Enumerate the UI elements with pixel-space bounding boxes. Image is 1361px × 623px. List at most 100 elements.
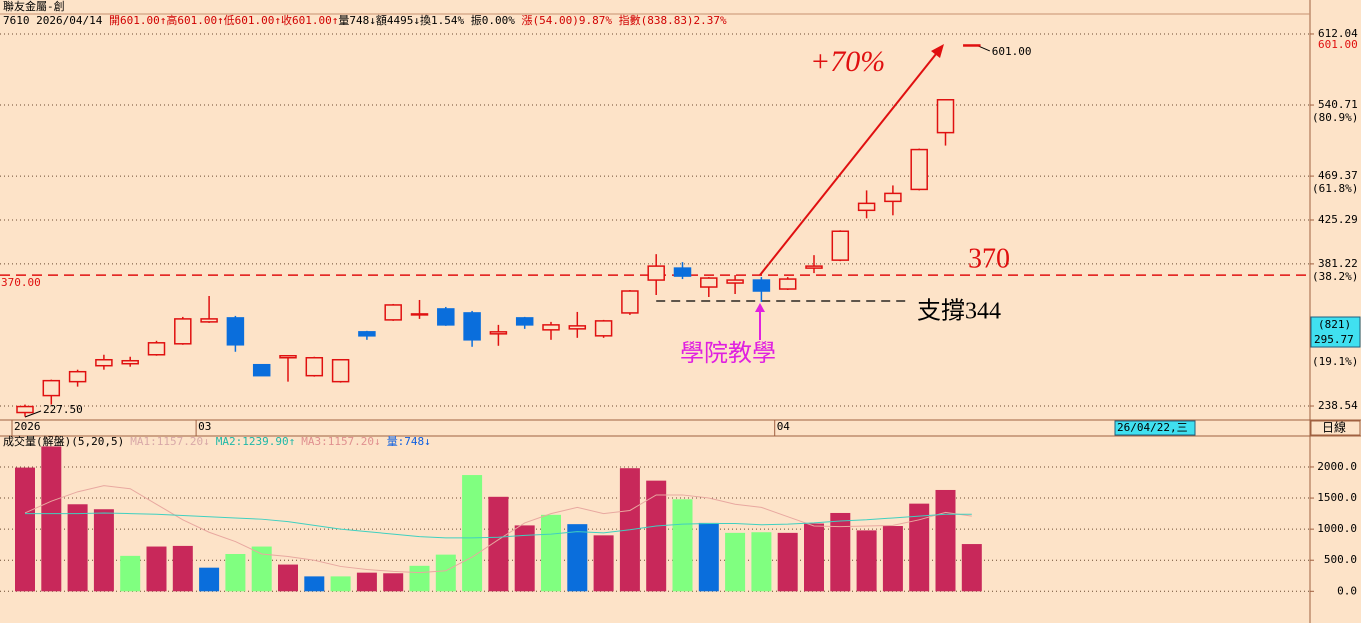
reference-text: 370 (968, 243, 1010, 274)
quote-segment: 漲(54.00)9.87% 指數(838.83)2.37% (521, 13, 727, 27)
candle-body (594, 320, 613, 337)
candle-body (936, 99, 955, 134)
ma-line (25, 512, 972, 539)
ma-line (24, 485, 972, 574)
volume-bar (67, 504, 88, 592)
candle-body (778, 278, 797, 290)
quote-segment: 7610 2026/04/14 (3, 14, 109, 27)
volume-bar (514, 525, 535, 592)
volume-bar (882, 526, 903, 592)
date-cursor: 26/04/22,三 (1117, 421, 1188, 434)
cursor-box (1310, 316, 1361, 348)
fib-label: (38.2%) (1312, 270, 1358, 283)
lesson-text: 學院教學 (680, 339, 776, 367)
candle-body (42, 379, 61, 397)
support-text: 支撐344 (917, 297, 1001, 324)
volume-bar (462, 475, 483, 592)
candle-body (226, 317, 245, 346)
volume-bar (304, 576, 325, 592)
candle-body (752, 279, 771, 292)
volume-bar (804, 523, 824, 592)
volume-bar (409, 565, 430, 592)
cursor-count: (821) (1318, 318, 1351, 331)
arrow-head (931, 44, 944, 58)
fib-label: (19.1%) (1312, 355, 1358, 368)
candle-body (542, 324, 560, 331)
candle-body (805, 265, 823, 269)
candle-body (673, 267, 692, 277)
volume-bar (278, 564, 298, 592)
period-box (1310, 420, 1361, 436)
y-tick-label: 540.71 (1318, 98, 1358, 111)
y-tick-label: 2000.0 (1317, 460, 1357, 473)
y-tick-label: 238.54 (1318, 399, 1358, 412)
volume-bar (672, 499, 693, 592)
candle-body (463, 312, 481, 341)
candle-body (331, 358, 350, 383)
candle-body (489, 331, 508, 335)
volume-bar (593, 535, 614, 592)
candle-body (358, 331, 376, 337)
period: 日線 (1322, 420, 1346, 435)
volume-bar (935, 489, 956, 592)
quote-segment: 量748↓額4495↓換1.54% 振0.00% (338, 13, 521, 27)
arrow-head (755, 303, 765, 312)
reference-label: 370.00 (1, 276, 41, 289)
volume-bar (356, 572, 377, 592)
last-price-label: 601.00 (992, 45, 1032, 58)
legend-entry: MA1:1157.20↓ (130, 435, 209, 448)
volume-bar (541, 514, 561, 592)
volume-bar (751, 532, 772, 592)
candle-body (621, 290, 639, 314)
legend-entry: MA2:1239.90↑ (216, 435, 295, 448)
volume-bar (146, 546, 167, 592)
candle-body (252, 363, 271, 377)
gain-arrow (759, 48, 941, 276)
y-tick-label: 469.37 (1318, 169, 1358, 182)
candle-body (410, 313, 429, 316)
volume-bar (830, 512, 851, 592)
x-tick-label: 2026 (14, 420, 41, 433)
x-tick-label: 03 (198, 420, 211, 433)
leader-line (24, 410, 42, 418)
volume-bar (251, 546, 272, 592)
fib-label: (80.9%) (1312, 111, 1358, 124)
legend-entry: MA3:1157.20↓ (301, 435, 380, 448)
volume-bar (777, 532, 798, 592)
y-tick-label: 1500.0 (1317, 491, 1357, 504)
y-tick-label: 1000.0 (1317, 522, 1357, 535)
candle-body (121, 359, 139, 365)
legend-entry: 量:748↓ (387, 435, 431, 448)
quote-segment: 開601.00↑高601.00↑低601.00↑收601.00↑ (109, 13, 338, 27)
volume-bar (646, 480, 667, 592)
cursor-value: 295.77 (1314, 333, 1354, 346)
volume-bar (93, 509, 114, 592)
volume-bar (172, 545, 193, 592)
volume-bar (330, 576, 351, 592)
fib-label: (61.8%) (1312, 182, 1358, 195)
candle-body (200, 318, 218, 323)
date-cursor-box (1114, 420, 1196, 436)
candle-body (884, 192, 902, 203)
last-price-axis: 601.00 (1318, 38, 1358, 51)
low-label: 227.50 (43, 403, 83, 416)
x-tick-label: 04 (777, 420, 791, 433)
stock-title: 聯友金屬-創 (3, 0, 65, 13)
volume-bar (698, 522, 719, 592)
candle-body (174, 318, 192, 345)
volume-bar (725, 532, 746, 592)
candle-body (147, 342, 166, 356)
volume-bar (435, 554, 456, 592)
candle-body (68, 370, 87, 383)
candle-body (857, 202, 876, 212)
candle-body (384, 304, 402, 321)
volume-bar (567, 524, 588, 592)
volume-bar (41, 446, 62, 592)
volume-bar (383, 573, 404, 592)
y-tick-label: 381.22 (1318, 257, 1358, 270)
volume-bar (856, 530, 877, 592)
volume-bar (225, 554, 246, 592)
y-tick-label: 612.04 (1318, 27, 1358, 40)
candle-body (963, 44, 981, 47)
